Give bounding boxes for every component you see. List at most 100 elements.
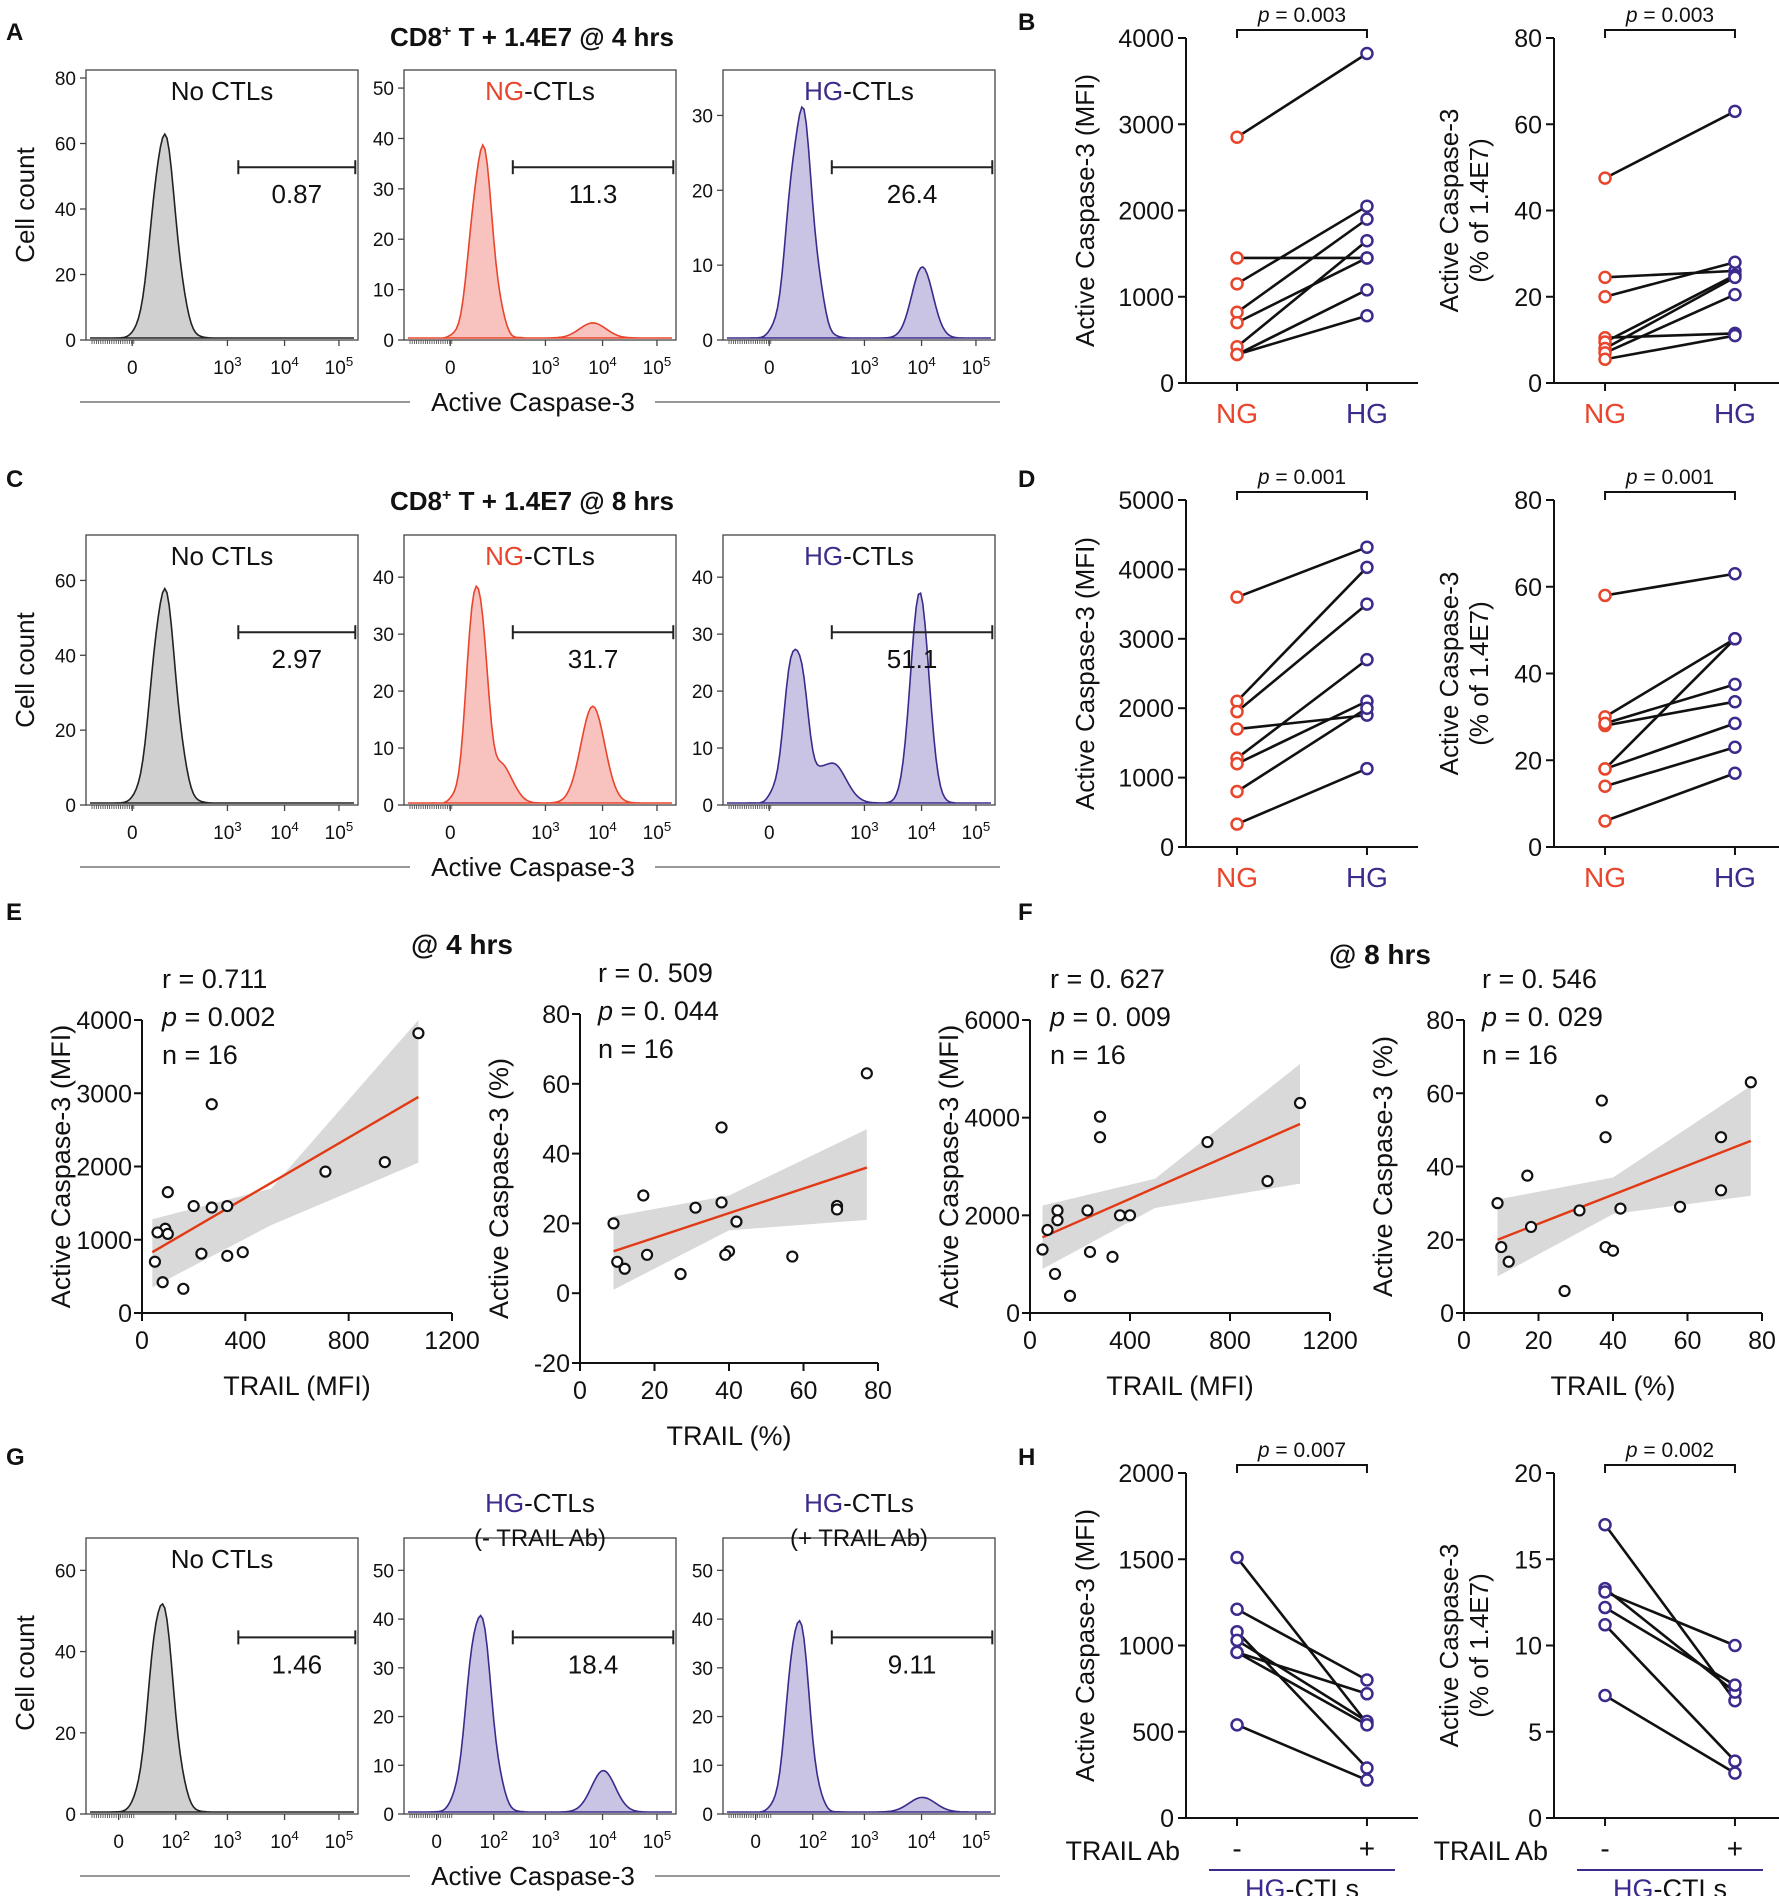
x-tick-label: 80 (864, 1377, 892, 1405)
point-after (1728, 694, 1742, 709)
tick-label: 105 (643, 354, 672, 379)
sample-label: HG-CTLs (485, 1488, 595, 1518)
point-before (1230, 590, 1244, 604)
x-tick-label: 60 (790, 1377, 818, 1405)
histogram-A-hg: 0 10 20 30 26.4 HG-CTLs 0 103 104 105 (692, 69, 996, 379)
data-point (1113, 1209, 1127, 1222)
y-tick-label: 0 (1160, 834, 1174, 862)
category-label: NG (1584, 862, 1626, 893)
gate-percentage: 2.97 (271, 644, 322, 674)
tick-label: 104 (270, 1828, 299, 1853)
paired-plot-H-pct: 0 5 10 15 20 p = 0.002 - + Active Caspase-3 (% of… (1433, 1439, 1779, 1896)
tick-label: 103 (850, 819, 879, 844)
regression-line (1497, 1139, 1752, 1241)
y-tick-label: 1500 (1118, 1546, 1174, 1574)
y-tick-label: 20 (373, 230, 394, 251)
plot-frame (403, 534, 677, 806)
point-after (1360, 1718, 1374, 1732)
panel-c-title: CD8+ T + 1.4E7 @ 8 hrs (390, 486, 674, 516)
pair-line (1604, 700, 1736, 727)
data-point (319, 1165, 332, 1178)
significance-bracket (1604, 1464, 1736, 1473)
data-point (1123, 1209, 1137, 1222)
point-after (1728, 270, 1742, 285)
y-tick-label: 30 (692, 1659, 713, 1680)
trail-ab-label: TRAIL Ab (1433, 1836, 1548, 1866)
y-tick-label: 3000 (1118, 111, 1174, 139)
panel-letter-e: E (6, 899, 22, 926)
data-point (618, 1262, 631, 1275)
point-after (1728, 1638, 1742, 1653)
point-after (1728, 255, 1742, 269)
data-point (674, 1267, 687, 1281)
sample-label: NG-CTLs (485, 541, 595, 571)
data-point (1081, 1204, 1094, 1217)
point-after (1360, 1761, 1374, 1775)
data-point (378, 1156, 391, 1169)
y-tick-label: 30 (692, 106, 713, 127)
data-point (177, 1282, 190, 1295)
point-before (1598, 1585, 1612, 1599)
gate-percentage: 1.46 (271, 1649, 322, 1679)
y-axis-title: Cell count (10, 611, 40, 727)
point-after (1360, 233, 1374, 248)
histogram-A-no: 0 20 40 60 80 0.87 No CTLs 0 103 104 105 (55, 69, 359, 379)
y-tick-label: 10 (373, 1756, 394, 1777)
data-point (1502, 1255, 1515, 1268)
point-before (1230, 251, 1244, 265)
stat-annotation: p = 0. 029 (1481, 1002, 1603, 1032)
plot-frame (722, 69, 996, 341)
y-tick-label: 0 (65, 1805, 76, 1826)
point-before (1598, 588, 1612, 603)
point-after (1360, 46, 1374, 61)
y-tick-label: 3000 (76, 1080, 132, 1108)
y-tick-label: 0 (1528, 370, 1542, 398)
y-tick-label: 20 (373, 682, 394, 703)
point-after (1360, 212, 1374, 226)
point-after (1728, 1678, 1742, 1692)
trail-ab-label: TRAIL Ab (1065, 1836, 1180, 1866)
pair-line (1604, 110, 1736, 180)
y-tick-label: 1000 (76, 1227, 132, 1255)
p-value: p = 0.003 (1257, 4, 1346, 27)
confidence-band (1042, 1064, 1300, 1269)
y-axis-title: Active Caspase-3 (1434, 572, 1464, 776)
pair-line (1604, 1623, 1736, 1762)
category-label: HG (1714, 862, 1756, 893)
pair-line (1604, 260, 1736, 299)
y-tick-label: 30 (373, 180, 394, 201)
data-point (1093, 1110, 1107, 1123)
x-tick-label: 0 (573, 1377, 587, 1405)
stat-annotation: r = 0. 627 (1050, 964, 1165, 994)
plot-frame (85, 69, 359, 341)
sample-sublabel: (+ TRAIL Ab) (790, 1525, 928, 1552)
regression-line (613, 1166, 868, 1253)
y-tick-label: 40 (55, 1643, 76, 1664)
data-point (1041, 1223, 1054, 1237)
stat-annotation: p = 0. 044 (597, 996, 719, 1026)
data-point (611, 1255, 624, 1268)
data-point (161, 1227, 174, 1240)
x-tick-label: 1200 (424, 1327, 480, 1355)
data-point (1595, 1094, 1608, 1107)
pair-line (1236, 218, 1368, 314)
point-after (1728, 566, 1742, 581)
pair-line (1604, 1587, 1736, 1694)
y-tick-label: 20 (55, 721, 76, 742)
y-tick-label: 40 (542, 1141, 570, 1169)
tick-label: 105 (325, 819, 354, 844)
stat-annotation: n = 16 (162, 1040, 238, 1070)
pair-line (1236, 545, 1368, 599)
point-after (1360, 1673, 1374, 1687)
tick-label: 103 (531, 354, 560, 379)
point-before (1230, 1718, 1244, 1732)
plot-frame (85, 534, 359, 806)
y-tick-label: 60 (55, 1561, 76, 1582)
y-tick-label: 1000 (1118, 1633, 1174, 1661)
data-point (719, 1248, 732, 1261)
y-tick-label: 0 (702, 331, 713, 352)
point-before (1598, 290, 1612, 304)
x-tick-label: 40 (1599, 1327, 1627, 1355)
y-tick-label: 2000 (1118, 1460, 1174, 1488)
tick-label: 105 (962, 1828, 991, 1853)
